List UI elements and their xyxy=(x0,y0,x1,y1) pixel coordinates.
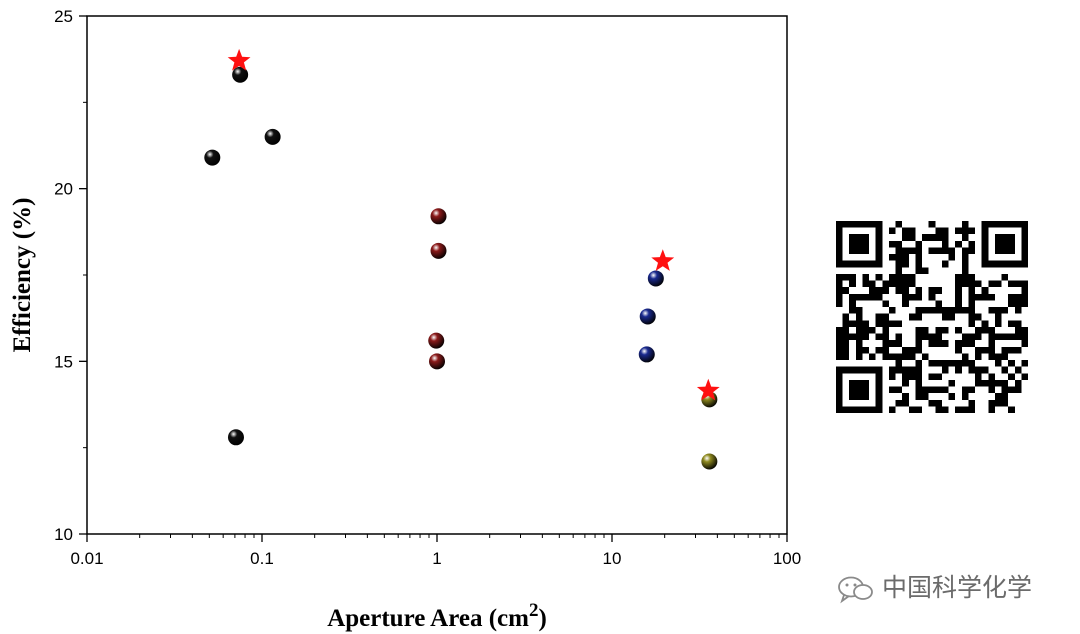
plot-frame xyxy=(86,15,788,535)
data-point xyxy=(227,429,244,446)
x-tick-label: 0.01 xyxy=(70,549,103,568)
x-axis-title-end: ) xyxy=(538,605,546,632)
data-point xyxy=(638,346,655,363)
data-point xyxy=(639,308,656,325)
data-point xyxy=(430,208,447,225)
x-axis-title-superscript: 2 xyxy=(529,600,539,621)
data-point xyxy=(701,453,718,470)
y-axis-title: Efficiency (%) xyxy=(9,198,36,353)
data-point xyxy=(264,128,281,145)
x-axis-title-main: Aperture Area (cm xyxy=(327,605,529,632)
wechat-icon xyxy=(838,576,873,604)
data-point xyxy=(647,270,664,287)
data-point xyxy=(204,149,221,166)
data-point xyxy=(430,242,447,259)
x-tick-label: 10 xyxy=(603,549,622,568)
qr-code-image xyxy=(836,221,1028,413)
watermark-text: 中国科学化学 xyxy=(882,573,1033,602)
y-tick-label: 25 xyxy=(54,7,73,26)
y-tick-label: 20 xyxy=(54,180,73,199)
data-points xyxy=(204,48,720,470)
star-point xyxy=(651,249,675,271)
y-tick-label: 10 xyxy=(54,525,73,544)
axis-ticks: 0.01 0.1 1 10 100 10 15 20 25 xyxy=(54,7,801,568)
y-tick-label: 15 xyxy=(54,352,73,371)
x-tick-label: 1 xyxy=(432,549,441,568)
x-tick-label: 0.1 xyxy=(250,549,274,568)
star-point xyxy=(696,378,720,401)
x-axis-title: Aperture Area (cm2) xyxy=(327,600,547,632)
x-tick-label: 100 xyxy=(773,549,801,568)
watermark: 中国科学化学 xyxy=(836,568,1032,604)
data-point xyxy=(429,353,445,370)
data-point xyxy=(428,332,445,349)
data-point xyxy=(232,66,249,83)
star-point xyxy=(227,48,251,71)
